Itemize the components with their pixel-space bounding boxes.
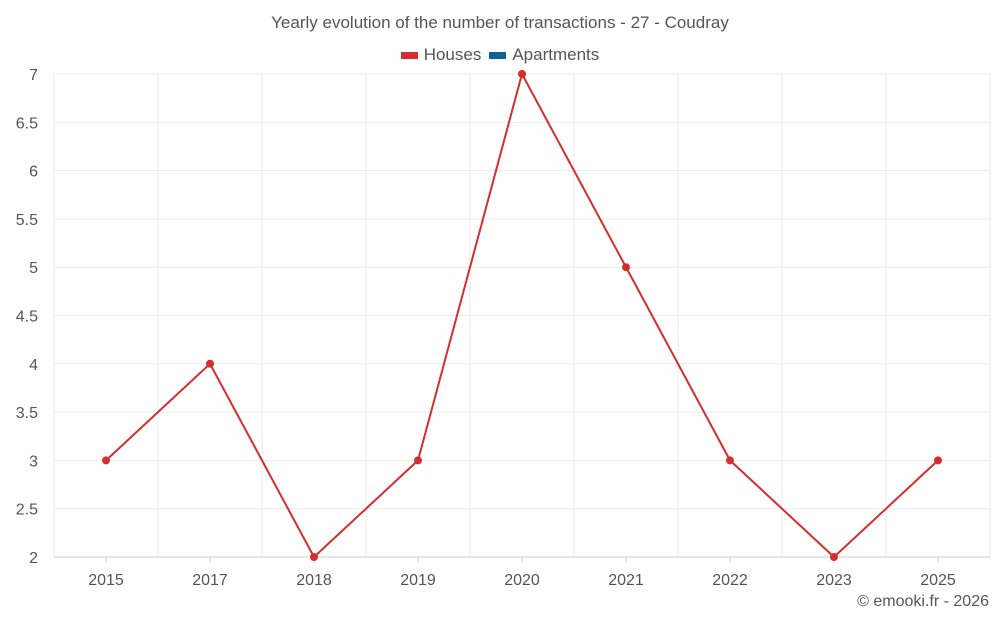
data-point-houses-2015 [102,456,110,465]
x-tick-label-2017: 2017 [192,572,228,589]
y-tick-label: 5.5 [16,212,38,229]
x-tick-label-2025: 2025 [920,572,956,589]
credits[interactable]: © emooki.fr - 2026 [857,593,989,610]
y-tick-label: 6.5 [16,115,38,132]
x-tick-label-2023: 2023 [816,572,852,589]
y-tick-label: 5 [29,260,38,277]
y-tick-label: 3.5 [16,405,38,422]
data-point-houses-2021 [622,263,630,272]
data-point-houses-2025 [934,456,942,465]
y-tick-label: 2 [29,550,38,567]
data-point-houses-2023 [830,553,838,561]
y-tick-label: 3 [29,453,38,470]
data-point-houses-2022 [726,456,734,465]
legend-label-apartments: Apartments [512,45,600,64]
legend-item-houses[interactable]: Houses [400,45,482,65]
legend-swatch-apartments [489,51,507,59]
chart-title: Yearly evolution of the number of transa… [271,13,729,32]
x-tick-label-2015: 2015 [88,572,124,589]
x-tick-label-2021: 2021 [608,572,644,589]
y-tick-label: 2.5 [16,502,38,519]
legend-label-houses: Houses [423,45,482,64]
legend-item-apartments[interactable]: Apartments [489,45,599,65]
y-tick-label: 7 [29,67,38,84]
legend-swatch-houses [400,51,418,59]
x-tick-label-2019: 2019 [400,572,436,589]
y-tick-label: 4 [29,357,38,374]
legend: Houses Apartments [0,45,1000,65]
data-point-houses-2018 [310,553,318,561]
y-tick-label: 4.5 [16,309,38,326]
data-point-houses-2017 [206,359,214,368]
data-point-houses-2020 [518,70,526,78]
data-point-houses-2019 [414,456,422,465]
x-tick-label-2020: 2020 [504,572,540,589]
y-tick-label: 6 [29,164,38,181]
x-tick-label-2022: 2022 [712,572,748,589]
x-tick-label-2018: 2018 [296,572,332,589]
